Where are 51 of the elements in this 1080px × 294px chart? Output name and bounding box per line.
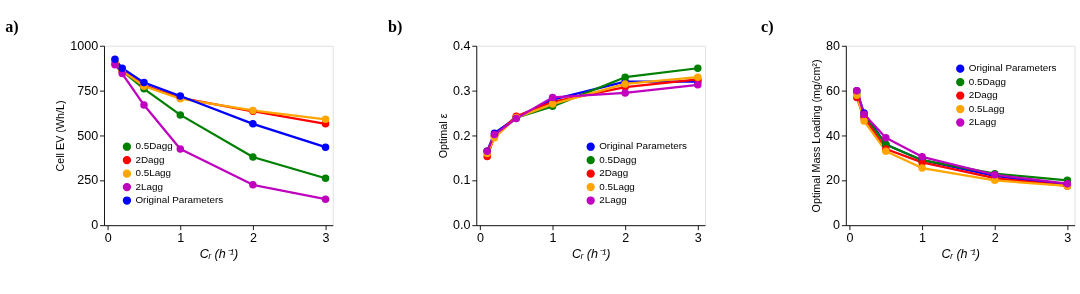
- chart-title: b): [387, 18, 403, 37]
- chart-title: c): [761, 18, 774, 37]
- y-axis-title: Optimal ε: [436, 113, 449, 159]
- y-tick-label: 0.2: [453, 128, 471, 143]
- x-tick-label: 0: [846, 230, 854, 245]
- legend-label: 0.5Lagg: [599, 180, 635, 192]
- legend-label: 0.5Dagg: [968, 75, 1007, 87]
- legend-label: 2Lagg: [135, 180, 163, 192]
- x-tick-label: 1: [549, 230, 557, 245]
- legend-label: 2Dagg: [599, 167, 629, 179]
- y-tick-label: 60: [826, 83, 841, 98]
- x-tick-label: 1: [177, 230, 185, 245]
- legend-label: Original Parameters: [599, 140, 687, 152]
- x-axis-title: Cᵣ (h⁻¹): [199, 246, 239, 261]
- x-tick-label: 3: [1064, 230, 1072, 245]
- legend-label: 0.5Lagg: [968, 102, 1005, 114]
- y-tick-label: 0.0: [453, 218, 471, 233]
- y-tick-label: 20: [826, 173, 841, 188]
- x-tick-label: 2: [622, 230, 630, 245]
- y-tick-label: 0.3: [453, 83, 471, 98]
- legend-label: 0.5Lagg: [135, 167, 172, 179]
- legend-label: 2Dagg: [135, 153, 165, 165]
- chart-title: a): [5, 18, 19, 37]
- x-tick-label: 0: [104, 230, 112, 245]
- x-tick-label: 3: [694, 230, 702, 245]
- y-tick-label: 80: [826, 38, 841, 53]
- y-tick-label: 1000: [70, 38, 99, 53]
- legend-label: 0.5Dagg: [135, 140, 173, 152]
- y-axis-title: Optimal Mass Loading (mg/cm²): [809, 59, 822, 213]
- legend-label: 2Dagg: [968, 89, 998, 101]
- x-tick-label: 2: [249, 230, 257, 245]
- x-tick-label: 1: [919, 230, 927, 245]
- x-axis-title: Cᵣ (h⁻¹): [941, 246, 980, 261]
- legend-label: Original Parameters: [135, 194, 224, 206]
- y-axis-title: Cell EV (Wh/L): [54, 100, 67, 172]
- y-tick-label: 40: [826, 128, 841, 143]
- y-tick-label: 0.4: [453, 38, 471, 53]
- y-tick-label: 0: [91, 218, 99, 233]
- y-tick-label: 500: [77, 128, 99, 143]
- x-axis-title: Cᵣ (h⁻¹): [571, 246, 611, 261]
- legend-label: 2Lagg: [599, 194, 627, 206]
- legend-label: Original Parameters: [968, 62, 1057, 74]
- x-tick-label: 3: [322, 230, 330, 245]
- y-tick-label: 0.1: [453, 173, 471, 188]
- y-tick-label: 0: [833, 218, 841, 233]
- x-tick-label: 2: [991, 230, 999, 245]
- legend-label: 2Lagg: [968, 116, 997, 128]
- legend-label: 0.5Dagg: [599, 153, 637, 165]
- x-tick-label: 0: [476, 230, 484, 245]
- y-tick-label: 750: [77, 83, 99, 98]
- y-tick-label: 250: [77, 173, 99, 188]
